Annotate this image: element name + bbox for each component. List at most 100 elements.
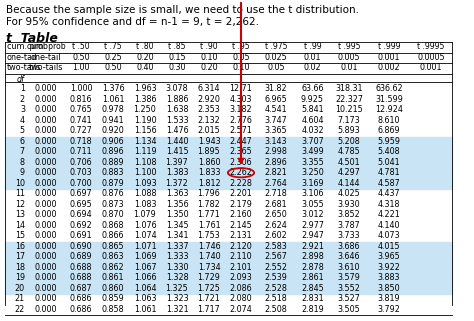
Text: t .80: t .80 (136, 42, 154, 51)
Text: 0.01: 0.01 (304, 53, 321, 62)
Text: 1.886: 1.886 (166, 95, 188, 104)
Text: 0.0005: 0.0005 (417, 53, 445, 62)
Text: 3.965: 3.965 (378, 252, 401, 261)
Text: 0.686: 0.686 (70, 305, 92, 314)
Text: 0.000: 0.000 (35, 294, 57, 303)
Text: 1.383: 1.383 (166, 168, 188, 177)
Text: 0.05: 0.05 (267, 63, 285, 72)
Text: 3.579: 3.579 (337, 273, 360, 282)
Text: 0.706: 0.706 (70, 158, 92, 167)
Text: 1.729: 1.729 (198, 273, 220, 282)
Text: t .50: t .50 (72, 42, 90, 51)
Bar (5, 158, 452, 168)
Text: 0.000: 0.000 (35, 168, 57, 177)
Text: cum. prob: cum. prob (27, 42, 65, 51)
Text: 0.20: 0.20 (200, 63, 218, 72)
Text: 0.862: 0.862 (102, 263, 124, 272)
Text: 0.000: 0.000 (35, 95, 57, 104)
Text: 1.063: 1.063 (134, 294, 156, 303)
Text: 1.860: 1.860 (198, 158, 220, 167)
Text: 0.906: 0.906 (102, 137, 124, 146)
Text: 2.821: 2.821 (264, 168, 287, 177)
Text: 2.896: 2.896 (264, 158, 287, 167)
Text: 3.012: 3.012 (301, 210, 324, 219)
Text: 2.764: 2.764 (264, 179, 287, 188)
Text: 3.787: 3.787 (337, 221, 360, 230)
Text: 3.850: 3.850 (378, 284, 401, 293)
Text: 1.771: 1.771 (198, 210, 220, 219)
Text: 0.703: 0.703 (70, 168, 92, 177)
Text: 14: 14 (15, 221, 25, 230)
Text: 3.078: 3.078 (166, 84, 188, 93)
Text: 3.505: 3.505 (337, 305, 360, 314)
Text: 0.000: 0.000 (35, 242, 57, 251)
Text: 2.845: 2.845 (301, 284, 324, 293)
Text: 2.776: 2.776 (229, 116, 253, 125)
Text: 1.061: 1.061 (134, 305, 156, 314)
Text: 1.330: 1.330 (166, 263, 188, 272)
Text: 0.689: 0.689 (70, 252, 92, 261)
Text: 0.025: 0.025 (264, 53, 287, 62)
Text: 0.000: 0.000 (35, 126, 57, 135)
Text: 318.31: 318.31 (335, 84, 363, 93)
Text: 0.865: 0.865 (102, 242, 124, 251)
Text: 1.071: 1.071 (134, 242, 156, 251)
Text: 1.345: 1.345 (166, 221, 188, 230)
Bar (5, 263, 452, 273)
Text: t .99: t .99 (304, 42, 321, 51)
Text: 3.365: 3.365 (264, 126, 287, 135)
Text: 0.861: 0.861 (102, 273, 124, 282)
Text: 1.250: 1.250 (134, 105, 156, 114)
Text: 0.50: 0.50 (104, 63, 122, 72)
Text: 2.518: 2.518 (264, 294, 287, 303)
Text: two-tails: two-tails (7, 63, 41, 72)
Text: 6.869: 6.869 (378, 126, 401, 135)
Text: 0.692: 0.692 (70, 221, 92, 230)
Bar (5, 273, 452, 283)
Text: 0.686: 0.686 (70, 294, 92, 303)
Text: 2.539: 2.539 (264, 273, 287, 282)
Text: 1.753: 1.753 (198, 231, 220, 240)
Text: 0.000: 0.000 (35, 158, 57, 167)
Text: 2.110: 2.110 (230, 252, 252, 261)
Text: 2.571: 2.571 (229, 126, 253, 135)
Text: 2.681: 2.681 (264, 200, 287, 209)
Text: 0.000: 0.000 (35, 273, 57, 282)
Text: 0.000: 0.000 (35, 305, 57, 314)
Text: 0.688: 0.688 (70, 263, 92, 272)
Text: 1.066: 1.066 (134, 273, 156, 282)
Text: 0.896: 0.896 (102, 147, 124, 156)
Text: 0.816: 0.816 (70, 95, 92, 104)
Text: 2.228: 2.228 (229, 179, 253, 188)
Text: 1.093: 1.093 (134, 179, 156, 188)
Text: 8: 8 (20, 158, 25, 167)
Text: 4.541: 4.541 (264, 105, 287, 114)
Text: 0.711: 0.711 (70, 147, 92, 156)
Text: 1.812: 1.812 (198, 179, 220, 188)
Text: 0.870: 0.870 (102, 210, 124, 219)
Text: 2.080: 2.080 (230, 294, 252, 303)
Text: 2.921: 2.921 (301, 242, 324, 251)
Text: 0.000: 0.000 (35, 263, 57, 272)
Text: 2.086: 2.086 (230, 284, 252, 293)
Text: 3.747: 3.747 (264, 116, 287, 125)
Text: 5.893: 5.893 (337, 126, 360, 135)
Text: 1.833: 1.833 (198, 168, 220, 177)
Text: 7.173: 7.173 (337, 116, 360, 125)
Text: 3.686: 3.686 (338, 242, 360, 251)
Text: 4.015: 4.015 (378, 242, 401, 251)
Text: 0.000: 0.000 (35, 105, 57, 114)
Text: 0.50: 0.50 (72, 53, 90, 62)
Text: 0.688: 0.688 (70, 273, 92, 282)
Text: 21: 21 (15, 294, 25, 303)
Text: 0.001: 0.001 (378, 53, 400, 62)
Text: 10.215: 10.215 (335, 105, 363, 114)
Bar (5, 136, 452, 147)
Text: 3.852: 3.852 (337, 210, 360, 219)
Text: 1.119: 1.119 (134, 147, 156, 156)
Text: 2.878: 2.878 (301, 263, 324, 272)
Text: 1.000: 1.000 (70, 84, 92, 93)
Text: 0.10: 0.10 (200, 53, 218, 62)
Text: 1.350: 1.350 (166, 210, 188, 219)
Text: 2.552: 2.552 (264, 263, 288, 272)
